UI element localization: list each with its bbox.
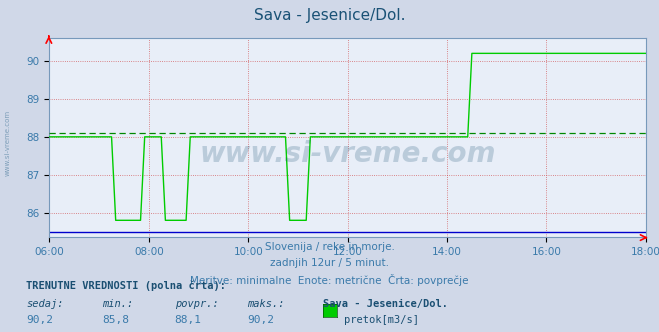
Text: maks.:: maks.: — [247, 299, 285, 309]
Text: Meritve: minimalne  Enote: metrične  Črta: povprečje: Meritve: minimalne Enote: metrične Črta:… — [190, 274, 469, 286]
Text: Sava - Jesenice/Dol.: Sava - Jesenice/Dol. — [323, 299, 448, 309]
Text: zadnjih 12ur / 5 minut.: zadnjih 12ur / 5 minut. — [270, 258, 389, 268]
Text: www.si-vreme.com: www.si-vreme.com — [200, 140, 496, 168]
Text: min.:: min.: — [102, 299, 133, 309]
Text: www.si-vreme.com: www.si-vreme.com — [5, 110, 11, 176]
Text: 90,2: 90,2 — [26, 315, 53, 325]
Text: 88,1: 88,1 — [175, 315, 202, 325]
Text: 90,2: 90,2 — [247, 315, 274, 325]
Text: Slovenija / reke in morje.: Slovenija / reke in morje. — [264, 242, 395, 252]
Text: TRENUTNE VREDNOSTI (polna črta):: TRENUTNE VREDNOSTI (polna črta): — [26, 281, 226, 291]
Text: 85,8: 85,8 — [102, 315, 129, 325]
Text: povpr.:: povpr.: — [175, 299, 218, 309]
Text: pretok[m3/s]: pretok[m3/s] — [344, 315, 419, 325]
Text: Sava - Jesenice/Dol.: Sava - Jesenice/Dol. — [254, 8, 405, 23]
Text: sedaj:: sedaj: — [26, 299, 64, 309]
